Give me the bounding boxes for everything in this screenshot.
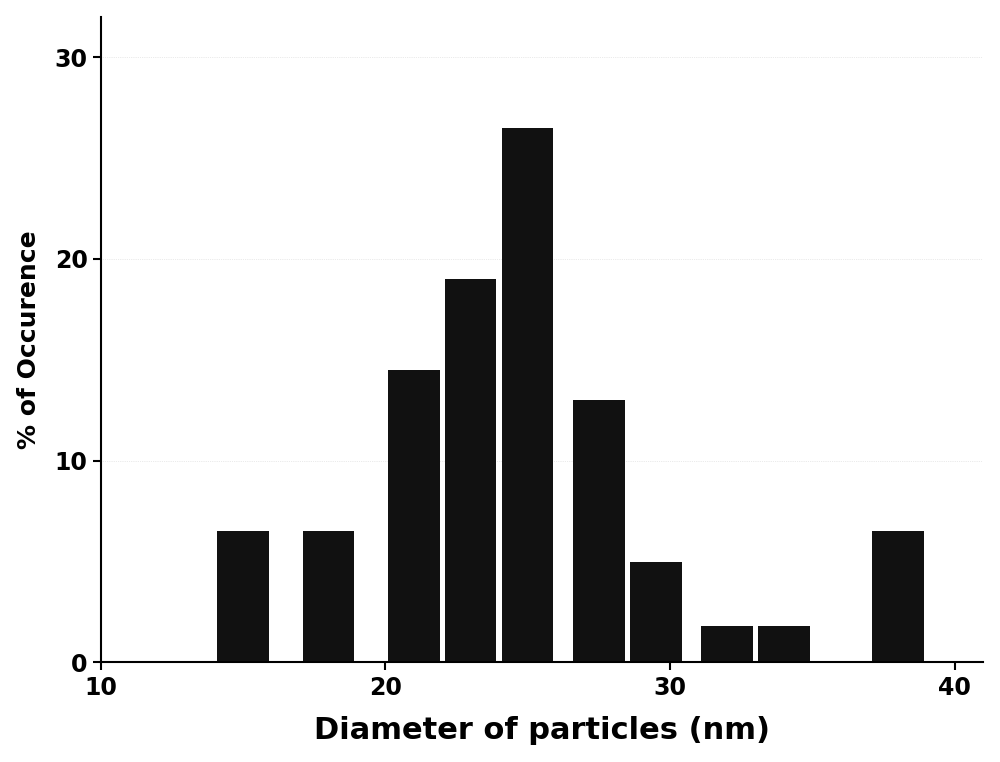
Bar xyxy=(701,626,753,662)
Bar xyxy=(217,531,269,662)
Bar xyxy=(388,370,440,662)
Bar xyxy=(502,128,553,662)
Bar xyxy=(445,279,496,662)
Y-axis label: % of Occurence: % of Occurence xyxy=(17,230,41,449)
Bar xyxy=(758,626,810,662)
Bar xyxy=(573,400,625,662)
X-axis label: Diameter of particles (nm): Diameter of particles (nm) xyxy=(314,716,770,745)
Bar xyxy=(303,531,354,662)
Bar xyxy=(872,531,924,662)
Bar xyxy=(630,562,682,662)
